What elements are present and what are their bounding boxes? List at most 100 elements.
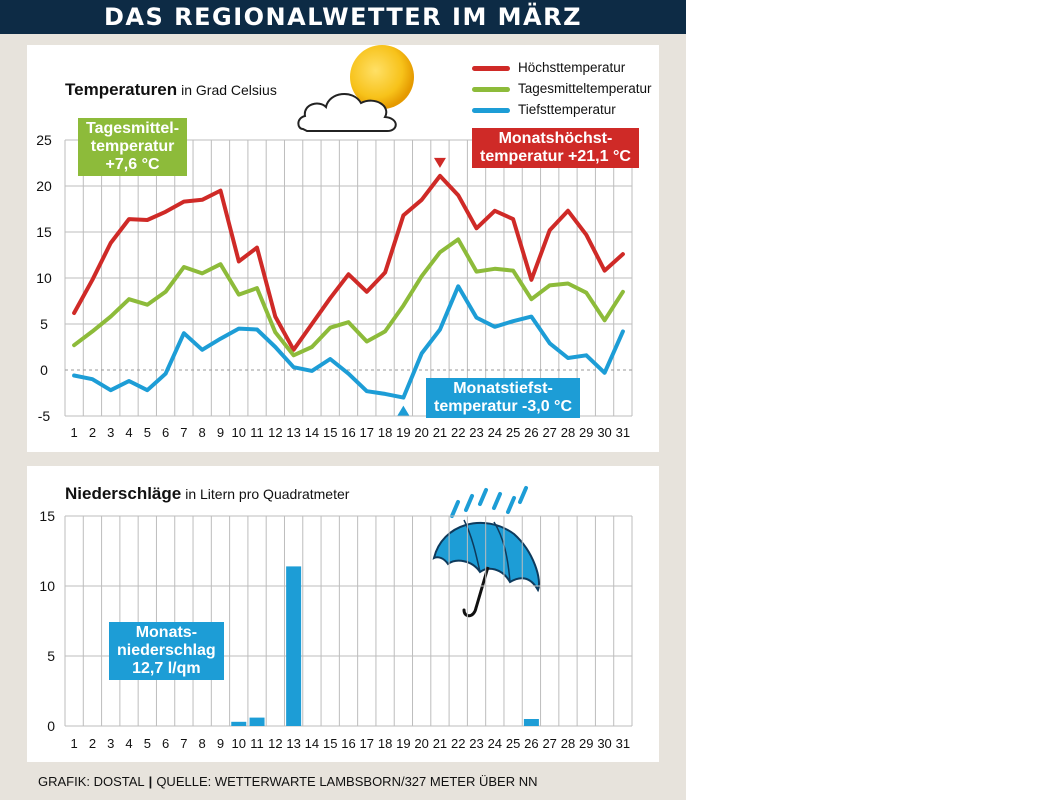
temp-x-tick-label: 16 xyxy=(341,425,355,440)
data-point-max xyxy=(200,198,204,202)
footer-credit: GRAFIK: DOSTAL xyxy=(38,774,145,789)
rain-x-tick-label: 17 xyxy=(360,736,374,751)
rain-x-tick-label: 29 xyxy=(579,736,593,751)
rain-x-tick-label: 3 xyxy=(107,736,114,751)
rain-x-tick-label: 5 xyxy=(144,736,151,751)
data-point-max xyxy=(365,290,369,294)
rain-x-tick-label: 27 xyxy=(542,736,556,751)
data-point-max xyxy=(511,217,515,221)
data-point-max xyxy=(401,213,405,218)
legend-item-mean: Tagesmitteltemperatur xyxy=(472,78,652,99)
rain-x-tick-label: 9 xyxy=(217,736,224,751)
sun-icon xyxy=(350,45,414,109)
data-point-mean xyxy=(438,250,442,254)
data-point-mean xyxy=(72,343,76,347)
data-point-max xyxy=(346,272,351,276)
min-marker xyxy=(397,405,410,416)
rain-illustration xyxy=(432,486,540,618)
temp-x-tick-label: 22 xyxy=(451,425,465,440)
data-point-min xyxy=(255,327,259,332)
temp-x-tick-label: 23 xyxy=(469,425,483,440)
data-point-mean xyxy=(182,265,186,269)
rain-x-tick-label: 12 xyxy=(268,736,282,751)
data-point-mean xyxy=(310,345,314,349)
temp-x-tick-label: 26 xyxy=(524,425,538,440)
rain-y-tick-label: 5 xyxy=(47,648,55,664)
precipitation-title: Niederschläge xyxy=(65,484,182,503)
temp-x-tick-label: 10 xyxy=(232,425,246,440)
data-point-min xyxy=(401,396,405,400)
legend: Höchsttemperatur Tagesmitteltemperatur T… xyxy=(472,57,652,120)
mean-callout-line-3: +7,6 °C xyxy=(105,156,160,173)
temp-x-tick-label: 9 xyxy=(217,425,224,440)
data-point-mean xyxy=(273,330,277,334)
data-point-min xyxy=(218,337,223,341)
data-point-max xyxy=(474,226,479,230)
data-point-mean xyxy=(127,297,131,301)
data-point-mean xyxy=(621,290,625,294)
rain-x-tick-label: 26 xyxy=(524,736,538,751)
data-point-min xyxy=(200,348,204,352)
data-point-max xyxy=(145,218,149,222)
precipitation-bar xyxy=(523,719,539,726)
data-point-min xyxy=(548,341,552,345)
legend-swatch-mean xyxy=(472,86,510,92)
data-point-max xyxy=(218,189,223,193)
temp-x-tick-label: 2 xyxy=(89,425,96,440)
data-point-mean xyxy=(328,326,332,330)
data-point-max xyxy=(292,348,296,352)
data-point-mean xyxy=(420,274,424,278)
precipitation-unit: in Litern pro Quadratmeter xyxy=(185,486,350,502)
data-point-min xyxy=(292,365,296,369)
data-point-max xyxy=(438,174,442,178)
temp-x-tick-label: 31 xyxy=(616,425,630,440)
page-title: DAS REGIONALWETTER IM MÄRZ xyxy=(0,0,686,34)
data-point-mean xyxy=(566,281,570,286)
rain-x-tick-label: 23 xyxy=(469,736,483,751)
weather-illustration xyxy=(297,45,414,132)
temperature-panel-title: Temperaturen in Grad Celsius xyxy=(65,80,277,100)
precip-callout-line-1: Monats- xyxy=(135,624,198,641)
legend-label-max: Höchsttemperatur xyxy=(518,60,626,75)
temp-x-tick-label: 4 xyxy=(125,425,132,440)
temp-x-tick-label: 25 xyxy=(506,425,520,440)
data-point-max xyxy=(182,200,186,204)
temp-x-tick-label: 11 xyxy=(250,425,264,440)
data-point-mean xyxy=(584,291,588,295)
legend-item-max: Höchsttemperatur xyxy=(472,57,652,78)
temp-x-tick-label: 6 xyxy=(162,425,169,440)
precipitation-bar xyxy=(249,717,265,726)
data-point-mean xyxy=(109,315,113,319)
data-point-min xyxy=(72,373,76,378)
data-point-min xyxy=(493,325,497,329)
rain-x-tick-label: 2 xyxy=(89,736,96,751)
data-point-max xyxy=(602,269,607,273)
temp-x-tick-label: 30 xyxy=(597,425,611,440)
temp-x-tick-label: 12 xyxy=(268,425,282,440)
data-point-mean xyxy=(145,303,149,307)
data-point-mean xyxy=(255,286,259,290)
mean-callout-line-1: Tagesmittel- xyxy=(86,120,180,137)
data-point-min xyxy=(237,327,241,331)
data-point-max xyxy=(72,311,76,315)
rain-x-tick-label: 13 xyxy=(286,736,300,751)
rain-x-tick-label: 31 xyxy=(616,736,630,751)
footer-source: QUELLE: WETTERWARTE LAMBSBORN/327 METER … xyxy=(156,774,538,789)
temp-x-tick-label: 1 xyxy=(71,425,78,440)
data-point-mean xyxy=(200,271,204,275)
data-point-mean xyxy=(218,262,223,266)
rain-x-tick-label: 19 xyxy=(396,736,410,751)
data-point-min xyxy=(328,357,332,361)
temp-x-tick-label: 17 xyxy=(360,425,374,440)
temp-y-tick-label: 25 xyxy=(36,132,52,148)
precipitation-bar xyxy=(286,566,302,726)
rain-x-tick-label: 25 xyxy=(506,736,520,751)
precipitation-panel: Niederschläge in Litern pro Quadratmeter xyxy=(27,466,659,762)
temp-y-tick-label: 0 xyxy=(40,362,48,378)
temp-y-tick-label: 5 xyxy=(40,316,48,332)
data-point-mean xyxy=(456,237,460,241)
temperature-title: Temperaturen xyxy=(65,80,178,99)
cloud-icon xyxy=(297,93,397,132)
data-point-mean xyxy=(346,320,351,324)
data-point-min xyxy=(602,371,607,375)
